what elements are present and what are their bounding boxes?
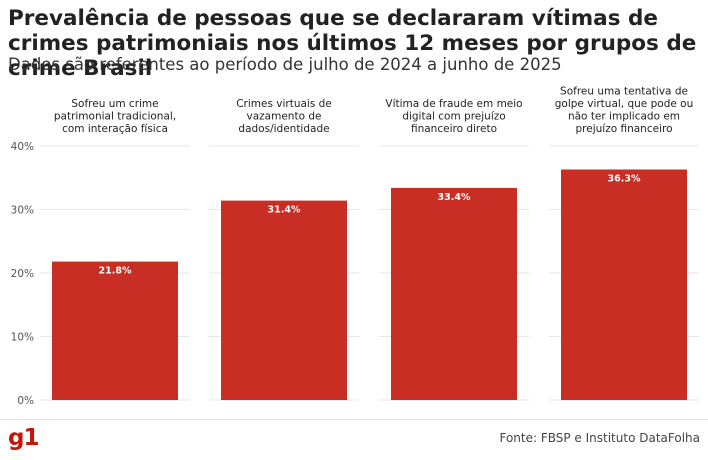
facet-title-line: dados/identidade [238, 123, 329, 135]
facet-title-line: não ter implicado em [568, 111, 680, 123]
source-note: Fonte: FBSP e Instituto DataFolha [499, 431, 700, 445]
facet-title-line: Vítima de fraude em meio [385, 98, 522, 110]
bar-value-label: 33.4% [438, 192, 471, 203]
facet-title-line: prejuízo financeiro [576, 123, 673, 135]
bar-value-label: 21.8% [99, 266, 132, 277]
y-tick-label: 0% [17, 395, 34, 407]
y-tick-label: 20% [11, 268, 34, 280]
bar [391, 187, 517, 400]
facet-title-line: patrimonial tradicional, [54, 111, 176, 123]
bar [221, 200, 347, 400]
chart-subtitle: Dados são referentes ao período de julho… [8, 55, 562, 74]
y-tick-label: 10% [11, 332, 34, 344]
g1-logo: g1 [8, 425, 39, 451]
facet-title-line: golpe virtual, que pode ou [555, 98, 693, 110]
facet-title-line: com interação física [62, 123, 168, 135]
footer-divider [0, 419, 708, 420]
facet-title-line: Sofreu um crime [71, 98, 158, 110]
facet-title-line: financeiro direto [411, 123, 497, 135]
facet-title-line: Sofreu uma tentativa de [560, 86, 688, 98]
bar-value-label: 31.4% [268, 205, 301, 216]
facet-title-line: vazamento de [247, 111, 322, 123]
y-tick-label: 40% [11, 141, 34, 153]
bar [561, 169, 687, 400]
chart-title: Prevalência de pessoas que se declararam… [8, 6, 697, 81]
bar [52, 261, 178, 400]
facet-title-line: Crimes virtuais de [236, 98, 332, 110]
bar-value-label: 36.3% [608, 173, 641, 184]
facet-title-line: digital com prejuízo [402, 111, 505, 123]
bar-chart: 0% 10% 20% 30% 40% Sofreu um crimepatrimonial… [11, 86, 699, 407]
y-tick-label: 30% [11, 205, 34, 217]
